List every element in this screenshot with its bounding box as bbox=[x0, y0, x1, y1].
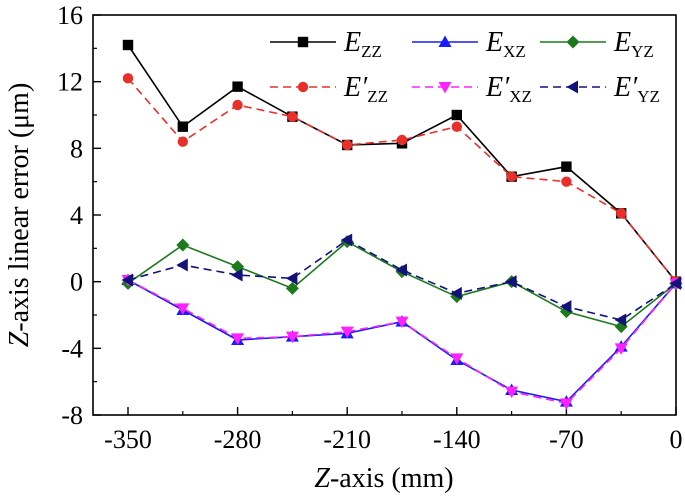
y-tick-label: -8 bbox=[61, 401, 83, 430]
legend-entry: E′ZZ bbox=[270, 72, 388, 106]
data-point bbox=[287, 111, 298, 122]
x-axis-ticks: -350 -280 -210 -140 -70 0 bbox=[104, 407, 683, 454]
series-4 bbox=[121, 275, 683, 410]
data-point bbox=[232, 99, 243, 111]
legend-entry: E′YZ bbox=[540, 72, 660, 106]
x-tick-label: -140 bbox=[433, 425, 481, 454]
data-point bbox=[616, 208, 627, 219]
data-point bbox=[669, 276, 681, 290]
series-1 bbox=[121, 273, 683, 407]
data-point bbox=[395, 316, 409, 329]
legend-entry: EXZ bbox=[412, 27, 526, 61]
legend-entry: EYZ bbox=[540, 27, 654, 61]
data-point bbox=[176, 258, 188, 272]
data-point bbox=[614, 313, 627, 327]
legend-entry: EZZ bbox=[270, 27, 382, 61]
data-point bbox=[340, 233, 353, 247]
data-point bbox=[561, 161, 572, 172]
data-point bbox=[559, 398, 573, 410]
series-0 bbox=[122, 39, 682, 287]
data-point bbox=[176, 303, 190, 315]
data-point bbox=[395, 263, 407, 277]
x-tick-label: 0 bbox=[670, 425, 683, 454]
x-tick-label: -70 bbox=[549, 425, 584, 454]
data-point bbox=[122, 73, 134, 84]
data-point bbox=[122, 39, 134, 51]
data-point bbox=[450, 286, 462, 300]
y-axis-ticks: -8 -4 0 4 8 12 16 bbox=[57, 1, 101, 430]
data-point bbox=[561, 176, 572, 187]
legend-marker bbox=[566, 80, 578, 94]
data-point bbox=[614, 343, 628, 355]
legend-marker bbox=[297, 81, 309, 93]
legend-label: EYZ bbox=[613, 27, 654, 61]
legend-entry: E′XZ bbox=[412, 72, 532, 106]
data-point bbox=[559, 300, 572, 314]
data-point bbox=[451, 109, 462, 121]
legend-marker bbox=[566, 35, 580, 49]
legend-marker bbox=[438, 82, 452, 94]
legend-label: E′XZ bbox=[485, 72, 532, 106]
data-point bbox=[285, 281, 299, 295]
data-point bbox=[505, 386, 519, 399]
series-5 bbox=[121, 233, 681, 327]
y-tick-label: 8 bbox=[70, 134, 83, 163]
data-point bbox=[342, 139, 353, 151]
data-point bbox=[285, 271, 298, 285]
data-point bbox=[177, 136, 188, 147]
series-line bbox=[127, 77, 677, 283]
legend-marker bbox=[297, 36, 309, 48]
legend-label: EXZ bbox=[485, 27, 526, 61]
x-tick-label: -350 bbox=[104, 425, 152, 454]
y-tick-label: 12 bbox=[57, 68, 83, 97]
data-point bbox=[232, 81, 243, 92]
x-tick-label: -210 bbox=[323, 425, 371, 454]
y-tick-label: 4 bbox=[70, 201, 83, 230]
data-point bbox=[506, 171, 517, 182]
legend-label: E′YZ bbox=[613, 72, 660, 106]
series-line bbox=[127, 279, 677, 403]
x-tick-label: -280 bbox=[214, 425, 262, 454]
y-tick-label: -4 bbox=[61, 334, 83, 363]
data-point bbox=[231, 268, 243, 282]
legend-label: EZZ bbox=[343, 27, 382, 61]
legend-label: E′ZZ bbox=[343, 72, 388, 106]
data-point bbox=[505, 275, 517, 289]
data-point bbox=[340, 326, 354, 339]
data-point bbox=[121, 273, 133, 287]
series-layer bbox=[121, 39, 683, 410]
y-tick-label: 16 bbox=[57, 1, 83, 30]
data-point bbox=[450, 353, 464, 365]
series-line bbox=[127, 279, 677, 405]
y-tick-label: 0 bbox=[70, 268, 83, 297]
data-point bbox=[285, 331, 299, 344]
y-axis-title: Z-axis linear error (μm) bbox=[4, 83, 35, 348]
legend-marker bbox=[438, 35, 452, 47]
plot-area-frame bbox=[92, 14, 677, 416]
data-point bbox=[177, 121, 188, 132]
x-axis-title: Z-axis (mm) bbox=[314, 463, 453, 494]
data-point bbox=[396, 134, 408, 146]
data-point bbox=[231, 333, 245, 345]
legend: EZZ EXZ EYZ E′ZZ E′XZ E′YZ bbox=[270, 27, 660, 106]
series-line bbox=[127, 44, 677, 283]
series-line bbox=[127, 239, 677, 321]
data-point bbox=[451, 121, 462, 132]
data-point bbox=[176, 238, 190, 252]
